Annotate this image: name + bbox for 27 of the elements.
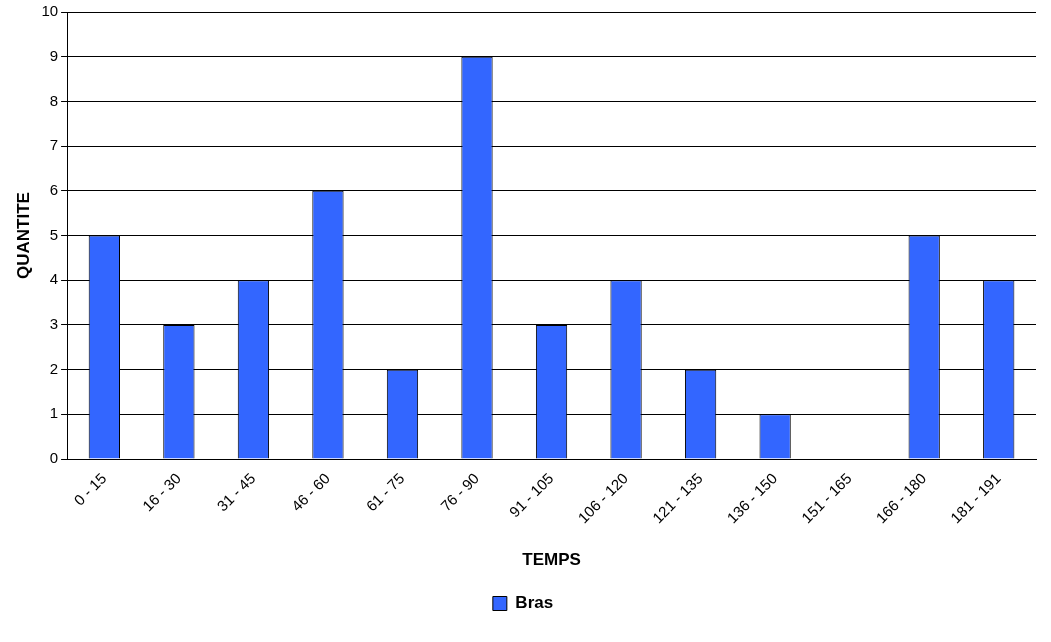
y-tick-label: 4 xyxy=(49,270,59,288)
x-axis-title: TEMPS xyxy=(522,550,581,570)
y-tick-label: 6 xyxy=(49,180,59,198)
legend-label: Bras xyxy=(515,593,554,613)
x-tick-label: 106 - 120 xyxy=(574,469,632,527)
y-tick-label: 8 xyxy=(49,91,59,109)
x-tick-label: 46 - 60 xyxy=(287,469,333,515)
x-tick-label: 31 - 45 xyxy=(213,469,259,515)
x-tick-label: 166 - 180 xyxy=(872,469,930,527)
y-axis-title: QUANTITE xyxy=(13,192,33,279)
x-tick-label: 0 - 15 xyxy=(70,469,110,509)
y-tick-label: 0 xyxy=(49,449,59,467)
y-tick-label: 2 xyxy=(49,359,59,377)
x-tick-label: 181 - 191 xyxy=(946,469,1004,527)
x-tick-label: 16 - 30 xyxy=(138,469,184,515)
y-tick-label: 7 xyxy=(49,136,59,154)
x-tick-label: 91 - 105 xyxy=(505,469,557,521)
x-tick-label: 61 - 75 xyxy=(362,469,408,515)
y-tick-label: 9 xyxy=(49,46,59,64)
y-tick-label: 5 xyxy=(49,225,59,243)
y-tick-label: 3 xyxy=(49,315,59,333)
y-tick-label: 1 xyxy=(49,404,59,422)
x-tick-label: 76 - 90 xyxy=(437,469,483,515)
y-tick-label: 10 xyxy=(41,2,59,20)
x-tick-label: 121 - 135 xyxy=(648,469,706,527)
x-tick-label: 151 - 165 xyxy=(797,469,855,527)
x-tick-label: 136 - 150 xyxy=(723,469,781,527)
